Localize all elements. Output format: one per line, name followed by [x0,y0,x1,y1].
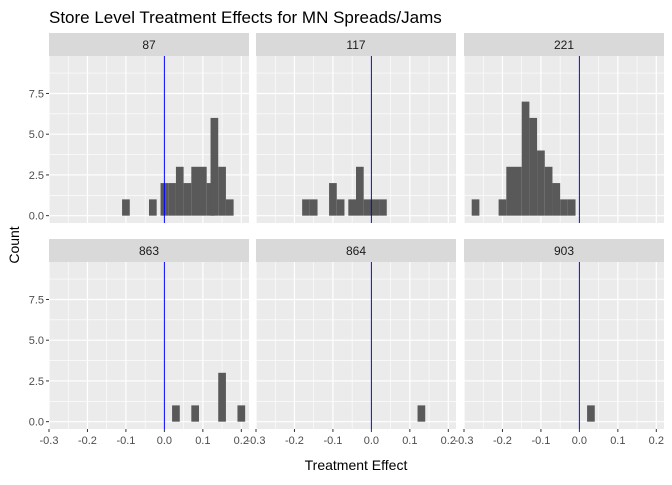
histogram-bar [218,166,226,216]
histogram-bar [560,199,568,216]
chart-title: Store Level Treatment Effects for MN Spr… [49,8,442,27]
x-tick-label: 0.0 [572,435,587,447]
facet-strip [256,239,456,262]
x-tick-label: 0.2 [234,435,249,447]
histogram-bar [191,166,199,216]
x-tick-label: -0.2 [493,435,512,447]
facet-panel-903: 903 -0.3 -0.2 -0.1 0.0 0.1 0.2 [455,239,664,447]
histogram-bar [537,150,545,216]
histogram-bar [371,199,380,216]
x-tick-label: -0.3 [247,435,266,447]
x-tick-label: 0.1 [610,435,625,447]
x-tick-label: -0.2 [285,435,304,447]
histogram-bar [199,166,207,216]
facet-strip-label: 864 [346,244,366,258]
facet-panel-117: 117 [255,33,456,223]
facet-panel-87: 87 0.0 2.5 5.0 7.5 [29,33,249,223]
x-tick-label: 0.1 [402,435,417,447]
y-tick-label: 5.0 [29,129,44,141]
histogram-bar [191,405,199,422]
y-tick-label: 0.0 [29,211,44,223]
facet-strip-label: 117 [346,38,365,52]
panel-background [464,56,664,223]
histogram-bar [122,199,130,216]
histogram-bar [348,199,356,216]
facet-strip [49,239,249,262]
histogram-bar [506,166,514,216]
x-tick-label: -0.3 [40,435,59,447]
panel-background [464,262,664,429]
x-tick-label: 0.0 [364,435,379,447]
histogram-bar [172,405,180,422]
facet-strip-label: 863 [139,244,159,258]
histogram-bar [175,166,184,216]
histogram-bar [329,183,337,216]
x-tick-label: -0.1 [323,435,342,447]
histogram-bar [529,117,538,216]
facet-strip [256,33,456,56]
histogram-bar [206,183,215,216]
histogram-bar [336,199,345,216]
histogram-bar [210,117,219,216]
panel-background [256,262,456,429]
facet-panel-863: 863 0.0 2.5 5.0 7.5 -0.3 -0.2 -0.1 0.0 0.1 0.2 [29,239,249,447]
x-axis-title: Treatment Effect [305,457,408,473]
x-tick-label: -0.1 [116,435,135,447]
histogram-bar [302,199,310,216]
facet-strip [464,33,664,56]
histogram-bar [356,166,364,216]
histogram-bar [417,405,426,422]
y-axis-title: Count [6,226,22,263]
histogram-bar [183,183,192,216]
facet-strip [49,33,249,56]
facet-panel-221: 221 [463,33,664,223]
x-tick-label: -0.3 [455,435,474,447]
histogram-bar [237,405,246,422]
histogram-bar [521,101,530,216]
x-tick-label: 0.0 [157,435,172,447]
histogram-bar [544,166,553,216]
histogram-bar [309,199,318,216]
x-tick-label: 0.1 [195,435,210,447]
x-tick-label: -0.2 [78,435,97,447]
y-tick-label: 7.5 [29,88,44,100]
x-tick-label: 0.2 [649,435,664,447]
histogram-bar [168,183,176,216]
x-tick-label: 0.2 [441,435,456,447]
histogram-bar [587,405,595,422]
histogram-bar [218,372,226,422]
histogram-bar [363,199,372,216]
x-tick-label: -0.1 [531,435,550,447]
y-tick-label: 2.5 [29,170,44,182]
histogram-bar [552,183,561,216]
y-tick-label: 2.5 [29,376,44,388]
y-tick-label: 5.0 [29,335,44,347]
facet-panel-864: 864 -0.3 -0.2 -0.1 0.0 0.1 0.2 [247,239,456,447]
histogram-bar [149,199,157,216]
y-tick-label: 7.5 [29,294,44,306]
facet-strip-label: 221 [554,38,574,52]
histogram-bar [471,199,480,216]
facet-strip-label: 903 [554,244,574,258]
histogram-bar [514,166,522,216]
histogram-bar [225,199,234,216]
facet-strip-label: 87 [142,38,156,52]
facet-strip [464,239,664,262]
panels-layer: 87 0.0 2.5 5.0 7.5 117 221 863 0.0 2.5 5.0 7.5 -0.3 -… [29,33,664,447]
histogram-bar [567,199,576,216]
y-tick-label: 0.0 [29,417,44,429]
histogram-bar [379,199,387,216]
histogram-bar [498,199,507,216]
